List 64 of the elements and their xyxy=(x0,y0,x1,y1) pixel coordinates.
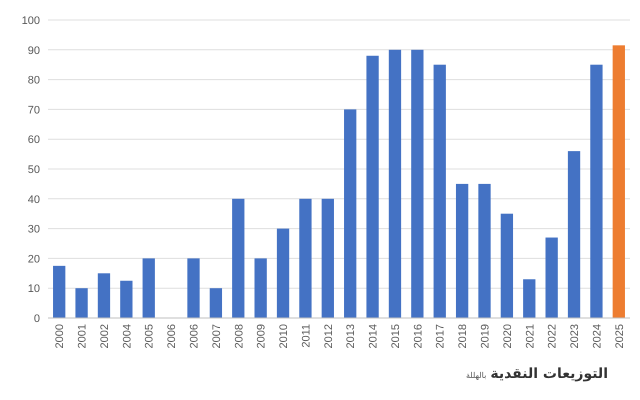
bar xyxy=(546,238,558,318)
x-tick-label: 2021 xyxy=(524,324,536,348)
text: بالهللة xyxy=(466,371,486,380)
x-tick-label: 2017 xyxy=(434,324,447,348)
bar xyxy=(75,288,88,318)
bar xyxy=(590,64,603,318)
bar xyxy=(434,64,446,318)
bar xyxy=(500,214,514,318)
x-tick-label: 2007 xyxy=(210,324,223,348)
bar xyxy=(388,50,402,318)
x-tick-label: 2008 xyxy=(233,324,246,348)
bar xyxy=(254,258,267,318)
x-tick-label: 2016 xyxy=(412,324,424,348)
y-tick-label: 40 xyxy=(28,194,40,206)
x-tick-label: 2006 xyxy=(166,324,178,348)
bar xyxy=(187,258,200,318)
bar xyxy=(98,273,110,318)
x-tick-label: 2025 xyxy=(614,324,626,348)
x-tick-label: 2011 xyxy=(300,324,312,348)
x-tick-label: 2018 xyxy=(457,324,470,348)
bar xyxy=(276,228,290,318)
bar xyxy=(478,184,491,318)
y-tick-label: 90 xyxy=(28,44,40,57)
bar xyxy=(210,288,222,318)
x-tick-label: 2012 xyxy=(322,324,335,348)
x-tick-label: 2000 xyxy=(54,324,66,348)
x-axis-title: التوزيعات النقدية xyxy=(490,366,608,382)
bar xyxy=(612,45,625,318)
bar xyxy=(523,279,536,318)
x-tick-label: 2001 xyxy=(76,324,89,348)
x-tick-label: 2002 xyxy=(98,324,111,348)
y-tick-label: 20 xyxy=(28,253,40,266)
x-tick-label: 2006 xyxy=(188,324,200,348)
y-tick-label: 100 xyxy=(22,15,40,27)
bar xyxy=(322,198,334,318)
x-tick-label: 2010 xyxy=(278,324,290,348)
bar xyxy=(299,198,312,318)
x-tick-label: 2014 xyxy=(368,324,380,348)
x-tick-label: 2015 xyxy=(390,324,402,348)
x-tick-label: 2022 xyxy=(546,324,559,348)
bar xyxy=(53,266,66,318)
x-tick-label: 2009 xyxy=(256,324,268,348)
x-tick-label: 2020 xyxy=(502,324,514,348)
y-tick-label: 0 xyxy=(34,313,40,325)
bar xyxy=(568,151,580,318)
bar xyxy=(344,109,356,318)
bar xyxy=(232,198,244,318)
y-tick-label: 50 xyxy=(28,164,40,176)
x-tick-label: 2005 xyxy=(144,324,156,348)
bar xyxy=(142,258,155,318)
bar xyxy=(366,56,379,318)
bar xyxy=(411,50,424,318)
x-tick-label: 2024 xyxy=(591,324,604,348)
x-tick-label: 2013 xyxy=(345,324,358,348)
y-tick-label: 80 xyxy=(28,74,40,87)
y-tick-label: 30 xyxy=(28,224,40,236)
bar xyxy=(120,280,132,318)
x-tick-label: 2023 xyxy=(569,324,582,348)
x-tick-label: 2004 xyxy=(121,324,134,348)
y-tick-label: 10 xyxy=(28,283,40,296)
bar xyxy=(456,184,468,318)
y-tick-label: 70 xyxy=(28,104,40,116)
x-tick-label: 2019 xyxy=(480,324,492,348)
y-tick-label: 60 xyxy=(28,134,40,146)
